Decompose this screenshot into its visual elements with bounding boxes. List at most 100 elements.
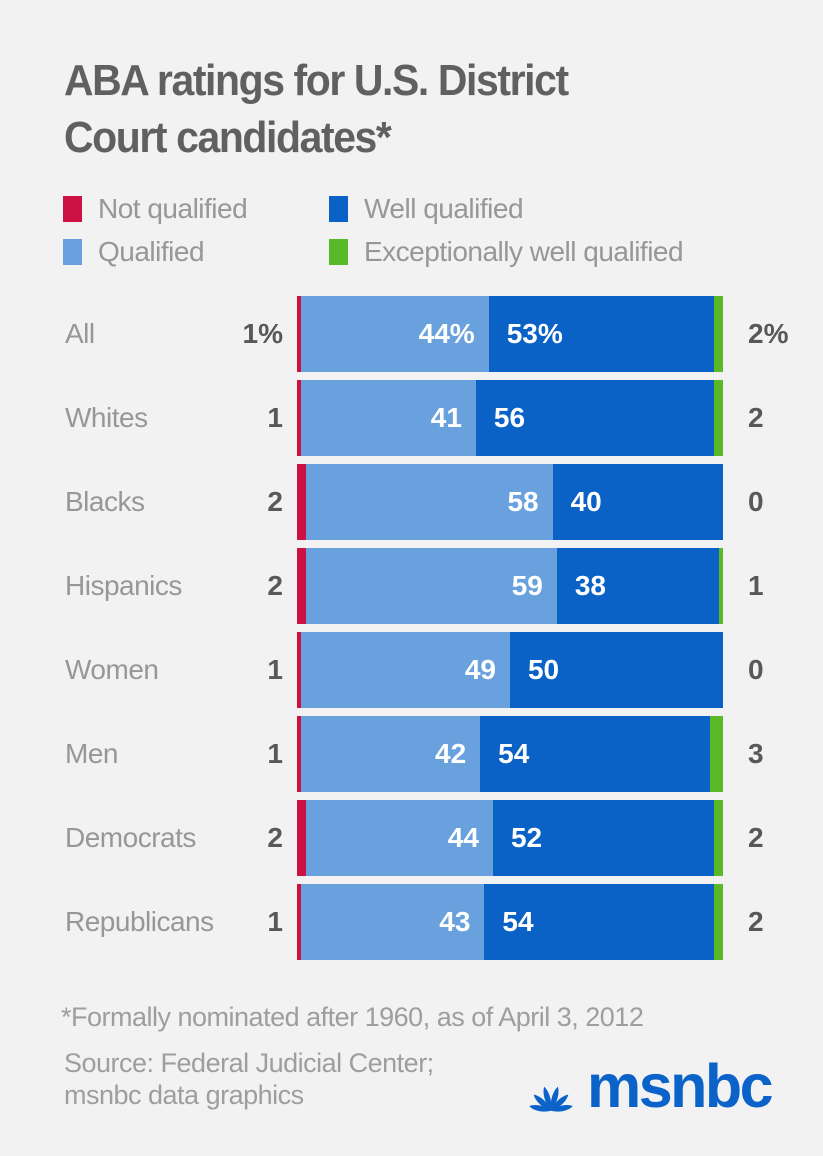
not-qualified-value: 2 — [267, 570, 283, 601]
chart-row: Whites 1 41 56 2 — [0, 380, 823, 456]
segment-qualified: 44 — [305, 800, 493, 876]
legend-item-qualified: Qualified — [63, 236, 205, 267]
qualified-value: 44 — [447, 822, 479, 853]
segment-not-qualified — [297, 884, 302, 960]
msnbc-wordmark: msnbc — [587, 1052, 774, 1120]
segment-well-qualified: 52 — [492, 800, 715, 876]
segment-not-qualified — [297, 632, 302, 708]
legend-item-exceptionally-well-qualified: Exceptionally well qualified — [329, 236, 684, 267]
qualified-value: 43 — [439, 906, 471, 937]
stacked-bar: 58 40 — [297, 464, 723, 540]
legend-item-well-qualified: Well qualified — [329, 193, 524, 224]
chart-row: All 1% 44% 53% 2% — [0, 296, 823, 372]
exceptionally-well-qualified-value: 1 — [748, 570, 764, 601]
chart-title: ABA ratings for U.S. District Court cand… — [64, 56, 569, 162]
category-label: Republicans — [65, 906, 214, 937]
chart-row: Blacks 2 58 40 0 — [0, 464, 823, 540]
segment-qualified: 59 — [305, 548, 557, 624]
segment-not-qualified — [297, 716, 302, 792]
well-qualified-value: 56 — [493, 402, 526, 433]
legend-label: Well qualified — [364, 193, 524, 224]
source-credit: Source: Federal Judicial Center; msnbc d… — [64, 1048, 434, 1110]
legend-label: Exceptionally well qualified — [364, 236, 684, 267]
well-qualified-value: 52 — [510, 822, 543, 853]
legend-label: Not qualified — [98, 193, 248, 224]
stacked-bar: 44% 53% — [297, 296, 723, 372]
stacked-bar: 44 52 — [297, 800, 723, 876]
segment-well-qualified: 54 — [480, 716, 711, 792]
exceptionally-well-qualified-value: 2 — [748, 822, 764, 853]
segment-qualified: 49 — [301, 632, 510, 708]
category-label: Hispanics — [65, 570, 182, 601]
exceptionally-well-qualified-value: 2% — [748, 318, 789, 349]
segment-well-qualified: 40 — [552, 464, 723, 540]
stacked-bar-chart: All 1% 44% 53% 2% Whites 1 41 56 2 Blacks 2 58 40 0 His… — [0, 296, 823, 968]
well-qualified-value: 54 — [502, 906, 534, 937]
segment-qualified: 42 — [301, 716, 481, 792]
category-label: Women — [65, 654, 159, 685]
segment-well-qualified: 56 — [475, 380, 715, 456]
segment-well-qualified: 38 — [556, 548, 719, 624]
chart-row: Republicans 1 43 54 2 — [0, 884, 823, 960]
category-label: Men — [65, 738, 118, 769]
category-label: Democrats — [65, 822, 196, 853]
stacked-bar: 43 54 — [297, 884, 723, 960]
well-qualified-value: 38 — [574, 570, 606, 601]
chart-row: Women 1 49 50 0 — [0, 632, 823, 708]
segment-qualified: 41 — [301, 380, 476, 456]
legend-item-not-qualified: Not qualified — [63, 193, 248, 224]
segment-qualified: 43 — [301, 884, 485, 960]
segment-exceptionally-well-qualified — [710, 716, 723, 792]
segment-not-qualified — [297, 800, 306, 876]
segment-not-qualified — [297, 380, 302, 456]
segment-well-qualified: 50 — [509, 632, 723, 708]
qualified-value: 49 — [464, 654, 496, 685]
exceptionally-well-qualified-value: 3 — [748, 738, 764, 769]
chart-row: Democrats 2 44 52 2 — [0, 800, 823, 876]
not-qualified-value: 1 — [267, 738, 283, 769]
segment-qualified: 44% — [301, 296, 489, 372]
well-qualified-value: 53% — [506, 318, 563, 349]
legend-swatch-not-qualified — [63, 196, 82, 222]
segment-exceptionally-well-qualified — [718, 548, 723, 624]
chart-row: Men 1 42 54 3 — [0, 716, 823, 792]
not-qualified-value: 1% — [242, 318, 283, 349]
stacked-bar: 49 50 — [297, 632, 723, 708]
segment-exceptionally-well-qualified — [714, 296, 723, 372]
category-label: Whites — [65, 402, 148, 433]
stacked-bar: 42 54 — [297, 716, 723, 792]
segment-well-qualified: 54 — [484, 884, 715, 960]
segment-well-qualified: 53% — [488, 296, 715, 372]
not-qualified-value: 1 — [267, 906, 283, 937]
category-label: All — [65, 318, 95, 349]
msnbc-peacock-icon — [529, 1086, 573, 1112]
stacked-bar: 59 38 — [297, 548, 723, 624]
legend-label: Qualified — [98, 236, 205, 267]
segment-exceptionally-well-qualified — [714, 884, 723, 960]
category-label: Blacks — [65, 486, 145, 517]
segment-not-qualified — [297, 296, 302, 372]
stacked-bar: 41 56 — [297, 380, 723, 456]
legend-swatch-exceptionally-well-qualified — [329, 239, 348, 265]
segment-exceptionally-well-qualified — [714, 380, 723, 456]
exceptionally-well-qualified-value: 0 — [748, 486, 764, 517]
exceptionally-well-qualified-value: 0 — [748, 654, 764, 685]
well-qualified-value: 54 — [498, 738, 530, 769]
not-qualified-value: 1 — [267, 402, 283, 433]
qualified-value: 59 — [511, 570, 543, 601]
not-qualified-value: 2 — [267, 486, 283, 517]
msnbc-logo: msnbc — [525, 1052, 774, 1120]
well-qualified-value: 50 — [527, 654, 560, 685]
segment-not-qualified — [297, 548, 306, 624]
qualified-value: 44% — [418, 318, 475, 349]
segment-qualified: 58 — [305, 464, 553, 540]
qualified-value: 58 — [507, 486, 539, 517]
footnote: *Formally nominated after 1960, as of Ap… — [61, 1002, 644, 1032]
qualified-value: 41 — [430, 402, 462, 433]
segment-exceptionally-well-qualified — [714, 800, 723, 876]
legend-swatch-well-qualified — [329, 196, 348, 222]
chart-row: Hispanics 2 59 38 1 — [0, 548, 823, 624]
well-qualified-value: 40 — [570, 486, 602, 517]
legend-swatch-qualified — [63, 239, 82, 265]
